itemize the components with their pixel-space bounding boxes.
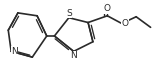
Text: O: O bbox=[104, 4, 111, 13]
Text: S: S bbox=[66, 9, 72, 18]
Text: N: N bbox=[70, 51, 77, 60]
Text: N: N bbox=[11, 47, 18, 56]
Text: O: O bbox=[122, 19, 129, 28]
